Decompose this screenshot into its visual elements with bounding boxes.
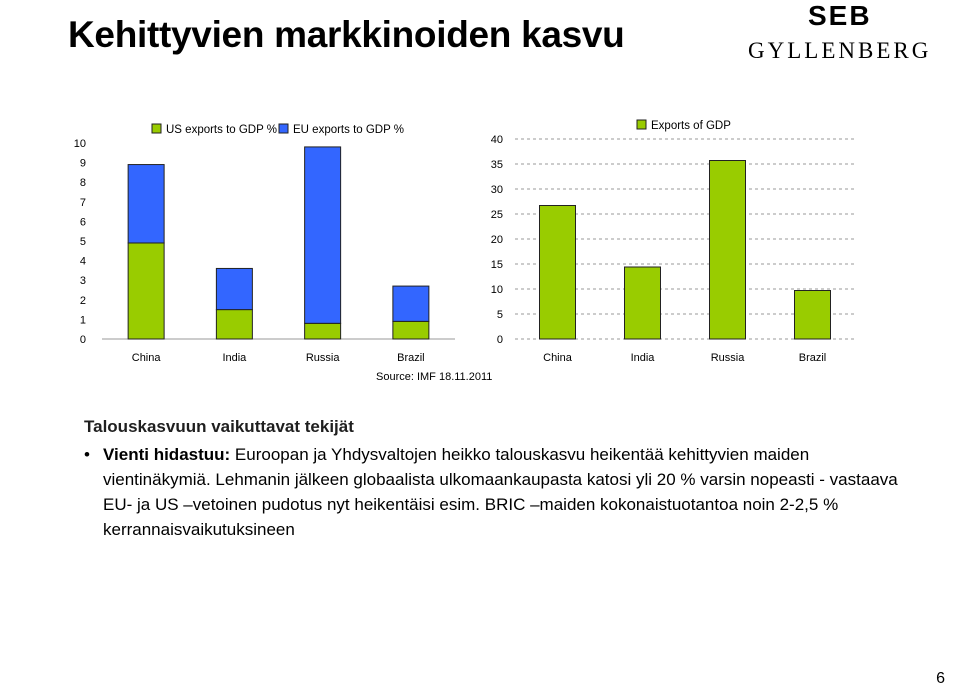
y-tick-label: 3 bbox=[80, 275, 86, 287]
legend-swatch bbox=[636, 119, 647, 130]
bar bbox=[709, 160, 746, 340]
bar-segment bbox=[304, 322, 342, 340]
y-tick-label: 6 bbox=[80, 216, 86, 228]
y-tick-label: 8 bbox=[80, 177, 86, 189]
source-note: Source: IMF 18.11.2011 bbox=[376, 371, 493, 383]
x-tick-label: India bbox=[631, 352, 656, 364]
y-tick-label: 35 bbox=[491, 159, 503, 171]
legend-swatch bbox=[278, 123, 289, 134]
y-tick-label: 9 bbox=[80, 158, 86, 170]
bar-segment bbox=[392, 320, 430, 340]
y-tick-label: 10 bbox=[74, 138, 86, 150]
section-heading: Talouskasvuun vaikuttavat tekijät bbox=[84, 417, 354, 436]
page-number: 6 bbox=[936, 670, 945, 687]
y-tick-label: 40 bbox=[491, 134, 503, 146]
x-tick-label: Russia bbox=[306, 352, 341, 364]
chart-exports-of-gdp: 0 5 10 15 20 25 30 35 40 China India Russia Brazil Ex… bbox=[491, 119, 855, 364]
x-tick-label: Brazil bbox=[799, 352, 827, 364]
y-tick-label: 0 bbox=[497, 334, 503, 346]
legend-label: EU exports to GDP % bbox=[293, 124, 404, 136]
y-tick-label: 20 bbox=[491, 234, 503, 246]
bar bbox=[539, 205, 576, 340]
bar-segment bbox=[392, 285, 430, 322]
x-tick-label: India bbox=[222, 352, 247, 364]
y-tick-label: 2 bbox=[80, 295, 86, 307]
y-tick-label: 5 bbox=[497, 309, 503, 321]
y-tick-label: 1 bbox=[80, 314, 86, 326]
bar-segment bbox=[215, 267, 253, 311]
x-tick-label: Russia bbox=[711, 352, 746, 364]
chart-us-eu-exports: 0 1 2 3 4 5 6 7 8 9 10 China India Russia Brazil US exp… bbox=[74, 123, 455, 364]
bullet-lead: Vienti hidastuu: bbox=[103, 445, 231, 464]
legend-label: Exports of GDP bbox=[651, 120, 731, 132]
y-tick-label: 0 bbox=[80, 334, 86, 346]
y-tick-label: 15 bbox=[491, 259, 503, 271]
bar bbox=[624, 266, 661, 340]
bar-segment bbox=[215, 309, 253, 340]
bar-segment bbox=[304, 146, 342, 324]
x-tick-label: Brazil bbox=[397, 352, 425, 364]
gyllenberg-logo: GYLLENBERG bbox=[748, 38, 932, 63]
y-tick-label: 5 bbox=[80, 236, 86, 248]
bullet-symbol: • bbox=[84, 445, 90, 464]
bar bbox=[794, 290, 831, 340]
legend-swatch bbox=[151, 123, 162, 134]
charts-canvas: 0 1 2 3 4 5 6 7 8 9 10 China India Russia Brazil US exp… bbox=[74, 119, 855, 364]
legend-label: US exports to GDP % bbox=[166, 124, 277, 136]
page-title: Kehittyvien markkinoiden kasvu bbox=[68, 14, 625, 55]
bullet-body: Euroopan ja Yhdysvaltojen heikko talousk… bbox=[103, 445, 898, 539]
x-tick-label: China bbox=[132, 352, 162, 364]
y-tick-label: 30 bbox=[491, 184, 503, 196]
seb-logo: SEB bbox=[808, 0, 872, 31]
y-tick-label: 4 bbox=[80, 256, 86, 268]
bullet-text: Vienti hidastuu: Euroopan ja Yhdysvaltoj… bbox=[103, 442, 903, 542]
bar-segment bbox=[127, 242, 165, 340]
y-tick-label: 7 bbox=[80, 197, 86, 209]
y-tick-label: 25 bbox=[491, 209, 503, 221]
bar-segment bbox=[127, 164, 165, 244]
x-tick-label: China bbox=[543, 352, 573, 364]
y-tick-label: 10 bbox=[491, 284, 503, 296]
